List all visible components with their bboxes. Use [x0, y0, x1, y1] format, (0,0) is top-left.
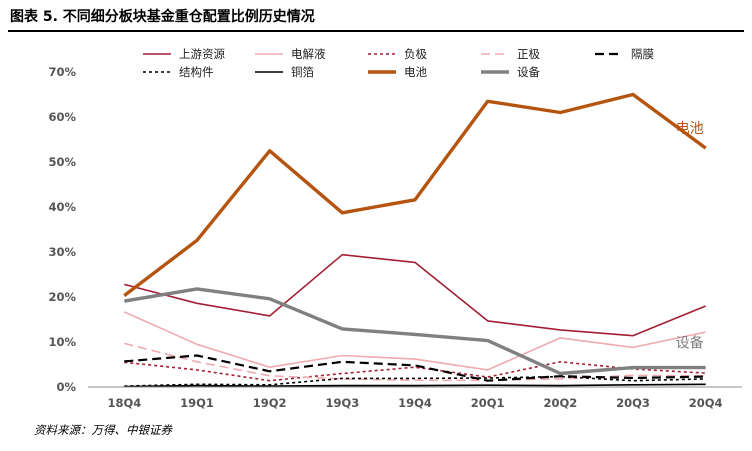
legend-item: 隔膜 — [595, 47, 654, 61]
source-note: 资料来源：万得、中银证券 — [34, 423, 172, 437]
x-tick-label: 20Q1 — [471, 396, 505, 410]
legend-label: 设备 — [517, 65, 540, 79]
title-divider — [8, 30, 744, 32]
legend-label: 正极 — [517, 47, 540, 61]
x-tick-label: 20Q4 — [689, 396, 723, 410]
legend-item: 电解液 — [255, 47, 326, 61]
legend-item: 负极 — [368, 47, 427, 61]
y-tick-label: 30% — [48, 245, 76, 259]
series-line-e794b5e8a7a3e6b6b2 — [123, 311, 706, 371]
series-line-e794b5e6b1a0 — [123, 92, 707, 297]
x-axis: 18Q4 19Q1 19Q2 19Q3 19Q4 20Q1 20Q2 20Q3 20Q4 — [88, 386, 742, 410]
x-tick-label: 20Q2 — [543, 396, 577, 410]
series-line-e8aebee5a487 — [124, 287, 706, 376]
legend-item: 设备 — [481, 65, 540, 79]
legend-label: 负极 — [404, 47, 427, 61]
series-lines — [123, 92, 707, 388]
legend-item: 铜箔 — [255, 65, 314, 79]
legend-item: 正极 — [481, 47, 540, 61]
y-tick-label: 70% — [48, 65, 76, 79]
annotation-label: 设备 — [676, 335, 704, 352]
legend-label: 铜箔 — [291, 65, 314, 79]
x-tick-label: 19Q4 — [398, 396, 432, 410]
x-tick-label: 19Q3 — [325, 396, 359, 410]
series-line-e8b49fe69e81 — [124, 360, 706, 382]
y-tick-label: 0% — [56, 380, 76, 394]
y-axis-ticks: 0% 10% 20% 30% 40% 50% 60% 70% — [48, 65, 76, 394]
legend-label: 隔膜 — [631, 47, 654, 61]
y-tick-label: 20% — [48, 290, 76, 304]
legend-item: 电池 — [368, 65, 427, 79]
series-line-e4b88ae6b8b8e8b584e6ba90 — [124, 253, 707, 337]
y-tick-label: 40% — [48, 200, 76, 214]
x-tick-label: 19Q2 — [253, 396, 287, 410]
x-tick-label: 20Q3 — [616, 396, 650, 410]
legend-item: 上游资源 — [143, 47, 225, 61]
annotation-label: 电池 — [676, 121, 704, 137]
legend-label: 上游资源 — [179, 47, 225, 61]
legend-item: 结构件 — [143, 65, 214, 79]
series-line-e9939ce7ae94 — [124, 383, 706, 388]
y-tick-label: 60% — [48, 110, 76, 124]
legend-label: 电解液 — [291, 47, 326, 61]
y-tick-label: 10% — [48, 335, 76, 349]
series-line-e6ada3e69e81 — [124, 342, 706, 382]
legend-label: 结构件 — [179, 65, 214, 79]
chart-title: 图表 5. 不同细分板块基金重仓配置比例历史情况 — [10, 9, 315, 25]
x-tick-label: 19Q1 — [180, 396, 214, 410]
x-tick-label: 18Q4 — [107, 396, 141, 410]
y-tick-label: 50% — [48, 155, 76, 169]
legend-label: 电池 — [404, 65, 427, 79]
series-line-e7bb93e69e84e4bbb6 — [124, 375, 706, 387]
